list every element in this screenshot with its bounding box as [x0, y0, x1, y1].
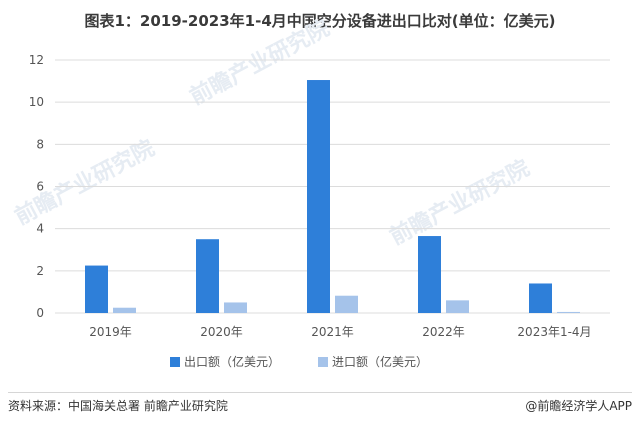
- y-axis-ticks: 0 2 4 6 8 10 12: [29, 53, 44, 320]
- y-tick-label: 12: [29, 53, 44, 67]
- watermark-text: 前瞻产业研究院: [386, 155, 534, 250]
- import-bar: [224, 302, 247, 313]
- import-bar: [113, 307, 136, 313]
- y-tick-label: 6: [36, 180, 44, 194]
- legend-swatch: [318, 357, 328, 367]
- x-tick-label: 2022年: [422, 325, 465, 339]
- legend-label: 出口额（亿美元）: [184, 354, 280, 369]
- y-tick-label: 2: [36, 264, 44, 278]
- export-bar: [529, 283, 552, 313]
- brand-credit: @前瞻经济学人APP: [525, 399, 632, 413]
- x-tick-label: 2020年: [200, 325, 243, 339]
- bars: [85, 80, 580, 313]
- y-tick-label: 4: [36, 222, 44, 236]
- import-bar: [446, 300, 469, 313]
- import-bar: [557, 311, 580, 313]
- x-tick-label: 2021年: [311, 325, 354, 339]
- source-note: 资料来源：中国海关总署 前瞻产业研究院: [8, 399, 228, 413]
- x-tick-label: 2019年: [89, 325, 132, 339]
- footer-divider: [8, 392, 632, 393]
- watermark-text: 前瞻产业研究院: [11, 135, 159, 230]
- export-bar: [196, 239, 219, 313]
- chart-title: 图表1：2019-2023年1-4月中国空分设备进出口比对(单位：亿美元): [84, 12, 556, 30]
- x-axis-ticks: 2019年 2020年 2021年 2022年 2023年1-4月: [89, 325, 591, 339]
- y-tick-label: 8: [36, 137, 44, 151]
- legend: 出口额（亿美元） 进口额（亿美元）: [170, 354, 428, 369]
- x-tick-label: 2023年1-4月: [517, 325, 591, 339]
- legend-swatch: [170, 357, 180, 367]
- y-tick-label: 10: [29, 95, 44, 109]
- y-tick-label: 0: [36, 306, 44, 320]
- legend-label: 进口额（亿美元）: [332, 354, 428, 369]
- export-bar: [418, 236, 441, 313]
- import-bar: [335, 295, 358, 313]
- export-bar: [307, 80, 330, 313]
- grid-lines: [55, 59, 610, 314]
- export-bar: [85, 265, 108, 313]
